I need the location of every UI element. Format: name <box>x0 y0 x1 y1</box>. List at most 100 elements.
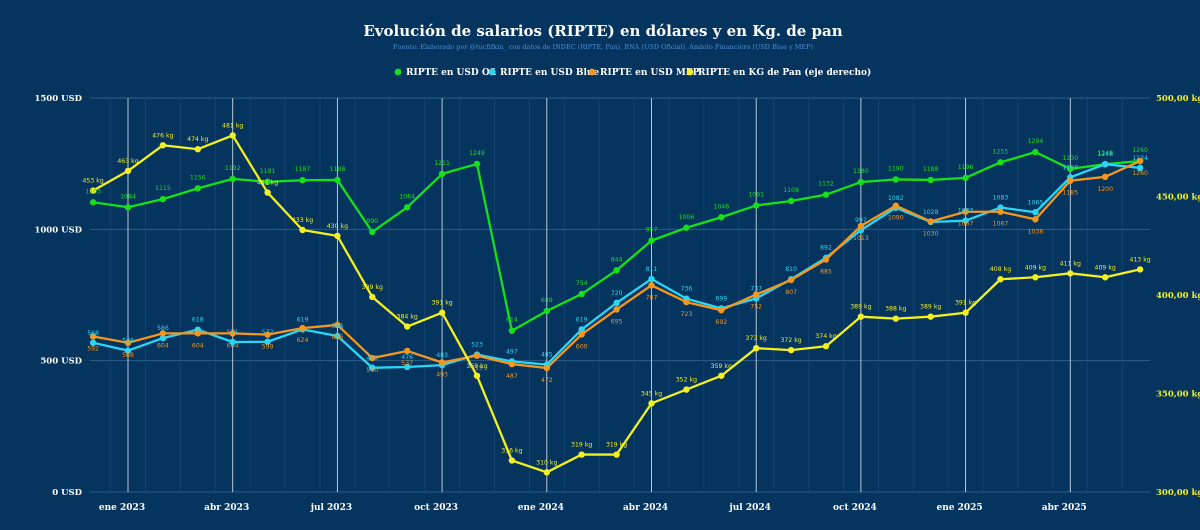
point-blue <box>648 275 655 283</box>
grid <box>90 97 1150 493</box>
point-pan <box>124 167 132 175</box>
point-ofi <box>124 204 132 211</box>
data-label-pan: 389 kg <box>850 304 871 311</box>
data-label-mep: 1067 <box>958 221 974 228</box>
data-label-pan: 352 kg <box>676 377 697 384</box>
data-label-blue: 1082 <box>888 195 904 202</box>
point-ofi <box>1067 165 1074 173</box>
data-label-mep: 636 <box>331 334 343 341</box>
data-label-mep: 787 <box>646 294 658 301</box>
data-label-pan: 316 kg <box>501 447 522 454</box>
point-mep <box>124 339 132 347</box>
data-label-blue: 568 <box>87 330 99 337</box>
data-label-mep: 1030 <box>923 230 939 237</box>
point-pan <box>264 189 271 196</box>
point-ofi <box>683 224 690 231</box>
point-pan <box>648 400 655 407</box>
data-label-ofi: 1294 <box>1028 138 1044 145</box>
point-ofi <box>194 185 201 192</box>
x-tick-label: jul 2024 <box>728 503 770 513</box>
data-label-ofi: 614 <box>506 317 518 324</box>
point-pan <box>613 451 620 458</box>
legend-label-blue[interactable]: RIPTE en USD Blue <box>500 68 599 78</box>
y-left-tick-label: 0 USD <box>52 488 82 498</box>
point-pan <box>438 309 446 316</box>
x-tick-label: ene 2023 <box>99 503 145 513</box>
point-mep <box>89 333 97 340</box>
data-label-ofi: 1084 <box>120 193 136 200</box>
point-mep <box>229 330 236 337</box>
data-label-blue: 1234 <box>1132 155 1148 162</box>
point-mep <box>264 331 271 338</box>
y-right-tick-label: 400,00 kg <box>1156 291 1200 301</box>
point-pan <box>822 343 830 350</box>
point-pan <box>1032 274 1039 281</box>
legend-label-ofi[interactable]: RIPTE en USD Ofi <box>406 68 497 78</box>
data-label-blue: 1248 <box>1097 151 1113 158</box>
data-label-blue: 594 <box>331 323 343 330</box>
data-label-pan: 391 kg <box>955 300 976 307</box>
point-mep <box>718 307 725 314</box>
point-blue <box>89 339 97 347</box>
data-label-pan: 374 kg <box>815 333 836 340</box>
data-label-ofi: 1115 <box>155 185 171 192</box>
data-label-mep: 1067 <box>993 221 1009 228</box>
point-mep <box>299 324 306 332</box>
data-label-ofi: 1260 <box>1132 147 1148 154</box>
point-mep <box>787 276 795 284</box>
data-label-blue: 473 <box>366 355 378 362</box>
chart-subtitle: Fuente: Elaborado por @tucfifkin_ con da… <box>393 43 814 51</box>
data-label-blue: 1065 <box>1028 199 1044 206</box>
data-label-mep: 493 <box>436 372 448 379</box>
point-mep <box>1067 177 1074 184</box>
point-mep <box>648 282 655 289</box>
point-blue <box>229 338 236 346</box>
legend: RIPTE en USD Ofi RIPTE en USD Blue RIPTE e… <box>394 67 871 78</box>
point-blue <box>1102 160 1109 168</box>
point-ofi <box>787 197 795 205</box>
point-mep <box>543 364 550 372</box>
point-pan <box>962 309 969 316</box>
data-label-blue: 1028 <box>923 209 939 216</box>
data-label-ofi: 990 <box>366 218 378 225</box>
point-ofi <box>369 228 376 236</box>
point-ofi <box>648 237 655 244</box>
point-pan <box>683 386 690 393</box>
point-pan <box>229 132 236 139</box>
data-label-blue: 571 <box>227 329 239 336</box>
data-label-ofi: 754 <box>576 280 588 287</box>
data-label-mep: 604 <box>157 342 169 349</box>
data-label-mep: 1185 <box>1062 190 1078 197</box>
data-label-blue: 485 <box>541 352 553 359</box>
y-right-tick-label: 500,00 kg <box>1156 94 1200 104</box>
point-blue <box>264 338 271 345</box>
point-ofi <box>508 327 516 334</box>
data-label-mep: 604 <box>227 342 239 349</box>
data-label-mep: 752 <box>750 303 762 310</box>
point-mep <box>857 222 865 230</box>
data-label-pan: 409 kg <box>1025 264 1046 271</box>
point-mep <box>334 321 341 329</box>
data-label-mep: 723 <box>680 311 692 318</box>
point-ofi <box>753 202 760 209</box>
data-label-ofi: 1196 <box>958 164 974 171</box>
legend-label-mep[interactable]: RIPTE en USD MEP <box>600 68 700 78</box>
legend-label-pan[interactable]: RIPTE en KG de Pan (eje derecho) <box>698 67 871 78</box>
x-tick-label: abr 2024 <box>623 503 668 513</box>
point-ofi <box>89 199 97 206</box>
x-tick-label: oct 2023 <box>414 503 458 513</box>
point-ofi <box>578 290 585 298</box>
point-blue <box>404 363 411 371</box>
data-label-ofi: 1188 <box>330 166 346 173</box>
data-label-mep: 1200 <box>1097 186 1113 193</box>
point-mep <box>753 291 760 298</box>
point-pan <box>508 457 516 464</box>
y-right-tick-label: 350,00 kg <box>1156 390 1200 400</box>
data-label-blue: 720 <box>611 290 623 297</box>
point-pan <box>299 226 306 234</box>
data-label-mep: 692 <box>715 319 727 326</box>
data-label-mep: 807 <box>785 289 797 296</box>
chart-title: Evolución de salarios (RIPTE) en dólares… <box>363 22 842 40</box>
point-mep <box>892 202 899 209</box>
